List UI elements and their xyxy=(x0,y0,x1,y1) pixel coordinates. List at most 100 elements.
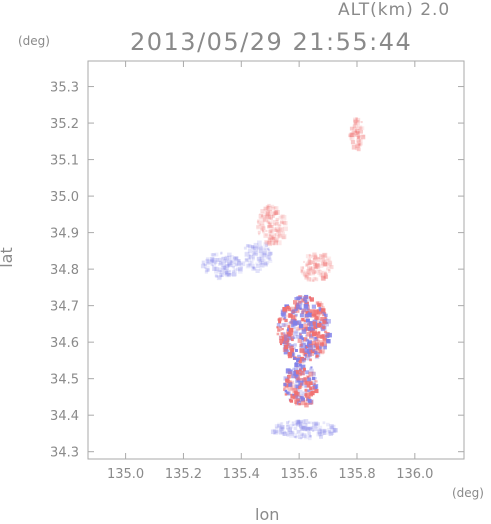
echo-cell xyxy=(308,434,311,438)
echo-cell xyxy=(326,339,331,344)
echo-cell xyxy=(295,334,300,339)
echo-cell xyxy=(313,421,319,426)
echo-cell xyxy=(253,246,258,252)
echo-cell xyxy=(232,269,235,273)
echo-cell xyxy=(266,207,269,211)
echo-cell xyxy=(291,423,294,426)
echo-cell xyxy=(320,273,326,278)
echo-cell xyxy=(265,260,270,265)
echo-cell xyxy=(284,334,289,339)
echo-cell xyxy=(306,349,312,354)
echo-cell xyxy=(317,322,322,328)
echo-cell xyxy=(258,233,261,236)
echo-cell xyxy=(260,214,264,217)
echo-cell xyxy=(256,220,260,223)
echo-cell xyxy=(322,421,326,425)
echo-cell xyxy=(321,325,326,330)
echo-cell xyxy=(301,340,304,343)
echo-cell xyxy=(277,424,281,428)
echo-cell xyxy=(291,421,294,424)
echo-cell xyxy=(218,257,223,262)
echo-cell xyxy=(311,371,316,377)
echo-cell xyxy=(315,346,320,350)
echo-cell xyxy=(314,350,318,355)
echo-cell xyxy=(293,423,296,426)
echo-region xyxy=(348,117,366,152)
echo-cell xyxy=(312,272,316,276)
echo-cell xyxy=(292,367,295,371)
echo-cell xyxy=(256,263,261,268)
echo-cell xyxy=(318,307,322,310)
echo-cell xyxy=(305,334,308,337)
echo-cell xyxy=(327,427,331,432)
echo-cell xyxy=(257,219,260,222)
echo-cell xyxy=(307,340,312,345)
echo-cell xyxy=(219,270,224,275)
echo-cell xyxy=(263,261,268,266)
x-axis-unit: (deg) xyxy=(452,486,484,500)
echo-cell xyxy=(307,326,312,331)
echo-cell xyxy=(285,378,289,383)
echo-cell xyxy=(296,422,301,427)
echo-cell xyxy=(308,268,312,271)
echo-cell xyxy=(245,244,249,247)
echo-cell xyxy=(320,261,325,266)
echo-cell xyxy=(314,342,319,347)
echo-cell xyxy=(289,432,294,438)
echo-cell xyxy=(299,398,303,402)
echo-cell xyxy=(253,245,258,251)
echo-cell xyxy=(323,274,329,280)
echo-cell xyxy=(261,252,267,258)
echo-cell xyxy=(286,421,289,425)
echo-cell xyxy=(299,348,305,354)
echo-cell xyxy=(240,266,243,270)
echo-cell xyxy=(227,262,233,267)
echo-cell xyxy=(322,341,327,347)
echo-cell xyxy=(262,250,267,255)
echo-cell xyxy=(312,279,315,282)
echo-cell xyxy=(309,367,312,370)
echo-cell xyxy=(253,242,259,248)
echo-cell xyxy=(353,124,358,129)
echo-cell xyxy=(252,266,255,269)
echo-cell xyxy=(268,209,273,214)
echo-cell xyxy=(270,235,274,239)
echo-cell xyxy=(218,275,222,279)
echo-cell xyxy=(277,232,281,236)
echo-cell xyxy=(305,263,309,267)
echo-cell xyxy=(355,117,361,123)
echo-cell xyxy=(307,298,311,301)
echo-cell xyxy=(281,327,284,331)
y-tick-label: 34.3 xyxy=(50,446,79,461)
echo-cell xyxy=(244,252,249,257)
echo-cell xyxy=(317,429,323,434)
echo-cell xyxy=(244,257,248,261)
echo-cell xyxy=(313,262,317,266)
echo-cell xyxy=(268,257,271,260)
echo-cell xyxy=(359,138,363,143)
echo-cell xyxy=(303,303,309,309)
echo-cell xyxy=(292,393,295,396)
echo-cell xyxy=(313,254,318,259)
echo-cell xyxy=(267,221,271,224)
echo-cell xyxy=(358,139,362,142)
echo-cell xyxy=(210,259,214,264)
echo-cell xyxy=(201,260,205,264)
echo-cell xyxy=(321,276,326,281)
echo-cell xyxy=(331,428,337,434)
echo-cell xyxy=(328,431,333,436)
echo-cell xyxy=(280,221,283,224)
echo-cell xyxy=(274,228,278,233)
echo-cell xyxy=(269,240,275,246)
echo-cell xyxy=(314,263,320,268)
echo-cell xyxy=(287,375,291,379)
echo-cell xyxy=(300,427,304,431)
echo-cell xyxy=(283,323,287,328)
echo-cell xyxy=(233,262,238,267)
echo-cell xyxy=(276,323,281,327)
echo-cell xyxy=(236,267,240,271)
echo-cell xyxy=(245,259,249,262)
echo-cell xyxy=(316,333,321,339)
echo-cell xyxy=(262,230,266,234)
echo-cell xyxy=(322,258,328,264)
